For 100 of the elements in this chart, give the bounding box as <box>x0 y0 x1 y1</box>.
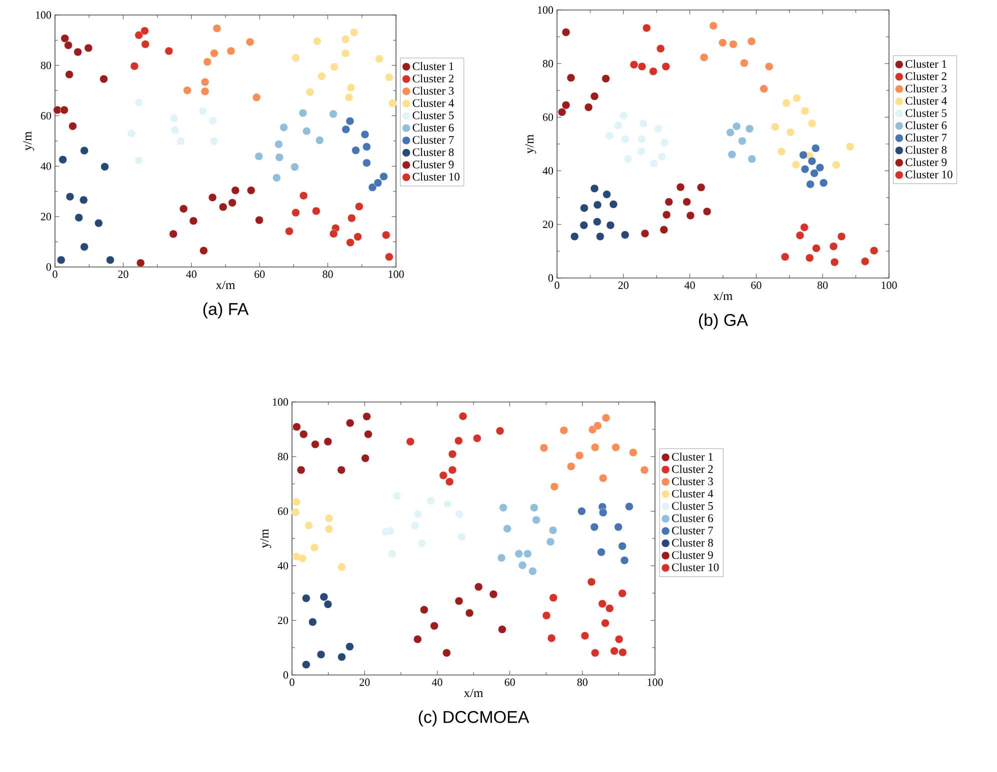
x-tick-label: 0 <box>290 678 294 686</box>
legend-label: Cluster 8 <box>906 146 947 154</box>
legend-label: Cluster 9 <box>412 160 454 168</box>
point <box>620 556 629 564</box>
point <box>170 126 180 134</box>
point <box>580 632 590 640</box>
point <box>605 604 614 613</box>
point <box>594 422 602 430</box>
point <box>418 539 426 548</box>
point <box>388 99 397 108</box>
point <box>549 594 558 602</box>
point <box>662 210 671 219</box>
point <box>800 106 810 116</box>
point <box>498 625 506 634</box>
point <box>638 62 646 71</box>
point <box>385 73 394 82</box>
legend-label: Cluster 6 <box>906 121 947 130</box>
point <box>562 28 570 36</box>
point <box>60 106 68 114</box>
point <box>308 618 317 626</box>
y-tick-label: 80 <box>278 452 288 460</box>
point <box>364 430 372 438</box>
point <box>499 504 508 512</box>
legend-label: Cluster 6 <box>412 123 454 132</box>
y-axis-title: y/m <box>260 528 272 548</box>
point <box>306 88 314 96</box>
point <box>310 543 319 552</box>
point <box>454 436 463 445</box>
x-tick-label: 20 <box>360 678 370 686</box>
point <box>183 86 192 94</box>
point <box>304 521 313 530</box>
x-tick-label: 60 <box>504 678 515 686</box>
point <box>198 107 208 116</box>
point <box>614 121 622 130</box>
point <box>134 156 144 165</box>
point <box>426 496 436 505</box>
point <box>179 204 188 213</box>
x-axis-title: x/m <box>216 280 236 290</box>
x-tick-label: 20 <box>118 270 128 278</box>
point <box>496 426 504 436</box>
point <box>290 162 299 172</box>
point <box>489 590 498 598</box>
point <box>84 44 93 52</box>
point <box>808 119 816 128</box>
point <box>255 216 264 224</box>
point <box>200 246 208 255</box>
point <box>338 562 346 572</box>
point <box>208 193 217 202</box>
point <box>575 451 584 460</box>
point <box>812 244 820 252</box>
point <box>313 37 322 46</box>
point <box>816 163 824 172</box>
point <box>832 160 840 170</box>
x-tick-label: 100 <box>648 678 663 686</box>
point <box>439 471 448 480</box>
x-tick-label: 60 <box>751 282 762 289</box>
legend-label: Cluster 7 <box>672 526 714 534</box>
point <box>598 508 608 517</box>
point <box>682 198 691 206</box>
point <box>578 507 586 516</box>
point <box>654 124 662 133</box>
point <box>65 70 74 79</box>
point <box>614 635 624 644</box>
point <box>618 648 627 656</box>
point <box>597 548 606 556</box>
legend-label: Cluster 10 <box>672 563 719 572</box>
point <box>346 83 356 92</box>
y-axis-title: y/m <box>525 134 536 154</box>
point <box>620 135 630 144</box>
point <box>497 554 506 562</box>
point <box>596 232 604 241</box>
point <box>640 229 650 238</box>
point <box>368 183 377 192</box>
point <box>593 200 602 209</box>
point <box>530 504 538 512</box>
point <box>837 232 846 241</box>
point <box>609 200 618 208</box>
point <box>79 196 88 204</box>
legend-label: Cluster 4 <box>906 96 947 105</box>
point <box>618 589 626 598</box>
point <box>656 44 665 53</box>
point <box>457 532 466 542</box>
point <box>324 514 334 522</box>
point <box>792 94 801 102</box>
point <box>324 524 334 534</box>
point <box>728 150 736 159</box>
point <box>329 110 338 118</box>
point <box>846 142 854 151</box>
y-tick-label: 60 <box>40 112 52 120</box>
y-tick-label: 80 <box>40 62 52 70</box>
point <box>316 650 326 659</box>
point <box>638 135 646 144</box>
point <box>639 119 648 128</box>
point <box>598 600 607 608</box>
point <box>280 123 288 132</box>
point <box>302 127 311 136</box>
point <box>448 450 457 458</box>
point <box>226 46 236 56</box>
point <box>298 108 308 118</box>
point <box>580 221 588 230</box>
